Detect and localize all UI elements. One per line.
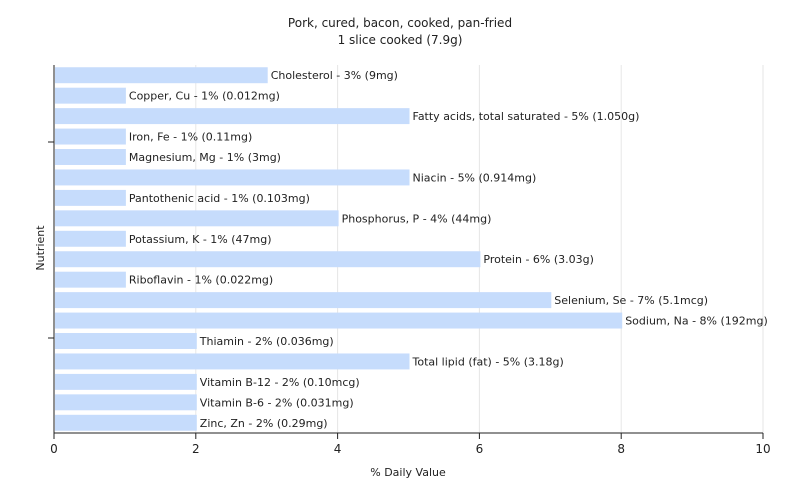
bar-label: Sodium, Na - 8% (192mg)	[625, 315, 768, 328]
bar-label: Iron, Fe - 1% (0.11mg)	[129, 131, 252, 144]
bar	[55, 373, 197, 390]
bar	[55, 169, 410, 186]
bar-label: Potassium, K - 1% (47mg)	[129, 233, 272, 246]
bar	[55, 271, 126, 288]
x-tick-label: 10	[755, 442, 770, 456]
bar-label: Protein - 6% (3.03g)	[483, 253, 594, 266]
bar-label: Thiamin - 2% (0.036mg)	[199, 335, 334, 348]
chart-title: Pork, cured, bacon, cooked, pan-fried	[288, 16, 512, 30]
x-axis-label: % Daily Value	[370, 466, 446, 479]
bar	[55, 189, 126, 206]
bar	[55, 353, 410, 370]
bar-label: Magnesium, Mg - 1% (3mg)	[129, 151, 281, 164]
bar	[55, 67, 268, 84]
x-tick-label: 2	[192, 442, 200, 456]
axes-group: 0 2 4 6 8 10	[48, 65, 771, 456]
bar	[55, 394, 197, 411]
bar-label: Zinc, Zn - 2% (0.29mg)	[200, 417, 328, 430]
bar	[55, 230, 126, 247]
bar-label: Copper, Cu - 1% (0.012mg)	[129, 90, 280, 103]
bar	[55, 312, 623, 329]
bar	[55, 251, 481, 268]
bar	[55, 414, 197, 431]
bar-label: Phosphorus, P - 4% (44mg)	[342, 212, 492, 225]
x-tick-label: 6	[476, 442, 484, 456]
bar	[55, 87, 126, 104]
bar	[55, 292, 552, 309]
bar-label: Vitamin B-12 - 2% (0.10mcg)	[200, 376, 360, 389]
y-axis-label: Nutrient	[34, 225, 47, 271]
bar	[55, 108, 410, 125]
bar	[55, 210, 339, 227]
bar-label: Fatty acids, total saturated - 5% (1.050…	[413, 110, 640, 123]
bar-label: Vitamin B-6 - 2% (0.031mg)	[200, 396, 354, 409]
bar-label: Selenium, Se - 7% (5.1mcg)	[554, 294, 708, 307]
chart-subtitle: 1 slice cooked (7.9g)	[338, 33, 463, 47]
x-tick-label: 4	[334, 442, 342, 456]
bar	[55, 128, 126, 145]
bar-label: Niacin - 5% (0.914mg)	[413, 171, 537, 184]
bar-label: Riboflavin - 1% (0.022mg)	[129, 274, 273, 287]
x-tick-label: 8	[617, 442, 625, 456]
bars-group: Cholesterol - 3% (9mg) Copper, Cu - 1% (0…	[55, 67, 768, 431]
bar	[55, 149, 126, 165]
bar-label: Pantothenic acid - 1% (0.103mg)	[129, 192, 310, 205]
bar-label: Total lipid (fat) - 5% (3.18g)	[412, 355, 564, 368]
bar	[55, 333, 197, 349]
bar-label: Cholesterol - 3% (9mg)	[271, 69, 398, 82]
x-tick-label: 0	[50, 442, 58, 456]
